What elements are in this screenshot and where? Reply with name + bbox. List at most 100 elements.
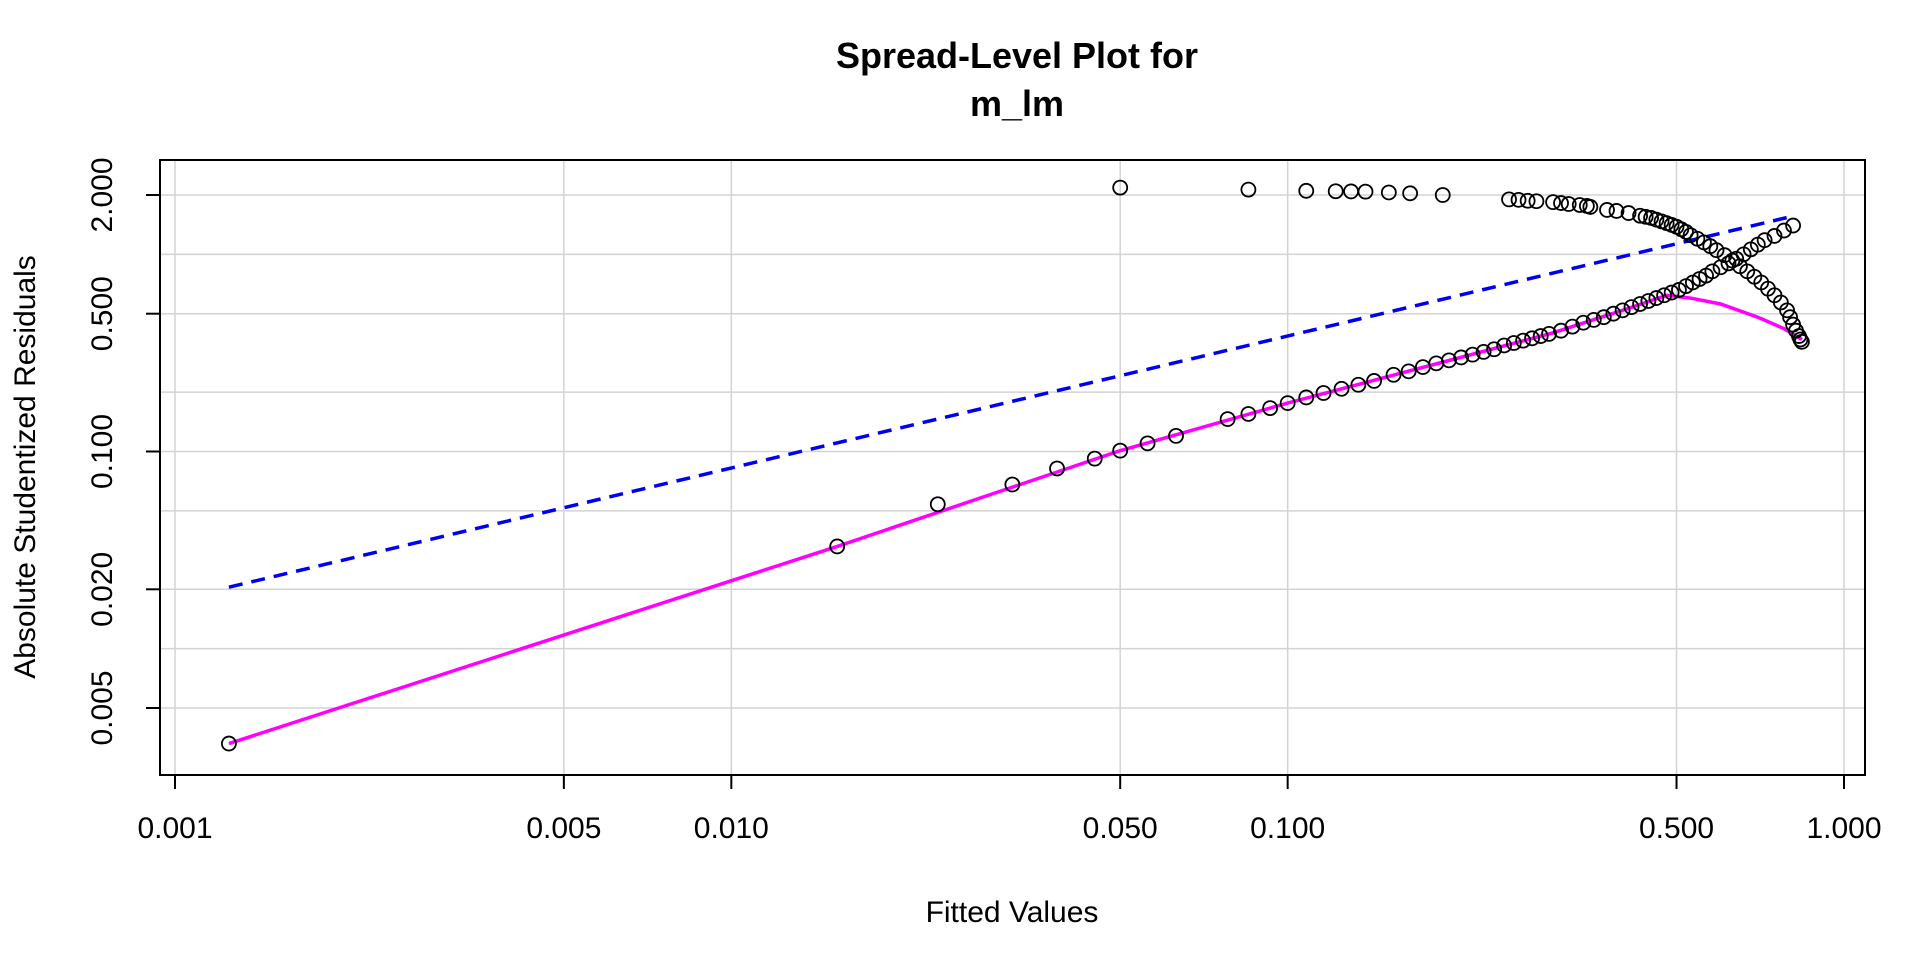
data-point [1240,181,1257,198]
x-tick-label: 0.001 [137,812,212,845]
data-point [1620,205,1637,221]
y-tick-label: 2.000 [86,157,119,232]
data-point [1112,179,1129,196]
data-point [1400,363,1417,380]
data-point [1632,207,1648,224]
data-point [1756,232,1773,249]
data-point [1779,302,1795,319]
chart-title: Spread-Level Plot for [836,35,1198,76]
data-point [1298,389,1315,406]
data-point [1776,222,1792,239]
data-point [1678,223,1694,240]
data-point [1049,460,1065,477]
x-tick-label: 0.500 [1639,812,1714,845]
data-point [1519,192,1536,209]
data-point [1464,346,1481,363]
data-point [1350,376,1367,393]
data-point [1663,284,1680,301]
data-point [1785,217,1801,234]
data-point [1501,191,1517,208]
data-point [1168,427,1184,444]
data-point [1648,290,1665,306]
data-point [1333,380,1350,397]
data-point [1402,185,1419,202]
data-point [1564,318,1581,335]
data-point [1496,337,1513,354]
data-point [1782,309,1798,326]
y-tick-label: 0.005 [86,670,119,745]
data-point [1327,183,1344,200]
magenta-smooth-line [228,293,1803,746]
data-point [1632,296,1648,312]
data-point [1357,183,1374,200]
y-tick-label: 0.100 [86,414,119,489]
data-point [1605,305,1622,322]
data-points [221,179,1810,752]
data-point [1453,349,1470,366]
data-point [1792,331,1809,348]
data-point [1571,197,1588,213]
data-point [1528,193,1545,210]
grid-lines [160,160,1865,775]
data-point [1298,182,1315,199]
data-point [1637,208,1654,225]
data-point [1219,411,1236,427]
data-point [1486,341,1503,358]
data-point [1708,242,1725,259]
data-point [1524,330,1540,347]
data-point [1366,373,1382,389]
data-point [1716,247,1733,264]
y-tick-label: 0.020 [86,552,119,627]
data-point [1545,194,1562,211]
data-point [1585,312,1602,328]
data-point [1262,400,1279,417]
data-point [1793,333,1810,350]
data-point [1532,328,1549,344]
chart-subtitle: m_lm [970,83,1064,124]
data-point [1385,366,1402,383]
data-point [1315,385,1332,401]
data-point [1441,352,1457,369]
y-tick-label: 0.500 [86,276,119,351]
data-point [1640,293,1657,309]
x-tick-label: 0.100 [1250,812,1325,845]
data-point [1575,314,1592,331]
data-point [1139,435,1156,452]
data-point [1599,202,1615,218]
x-tick-label: 0.010 [694,812,769,845]
x-axis-title: Fitted Values [926,896,1099,929]
data-point [1279,395,1296,411]
data-point [1434,187,1451,203]
data-point [1614,302,1631,319]
x-tick-label: 0.050 [1083,812,1158,845]
data-point [1704,263,1721,280]
data-point [1766,228,1783,244]
data-point [929,496,946,513]
data-point [1510,191,1527,208]
data-point [1515,332,1532,349]
data-point [1004,476,1021,493]
x-tick-label: 0.005 [526,812,601,845]
data-point [1475,344,1492,360]
data-point [1656,287,1673,304]
dashed-blue-fit-line [228,215,1791,589]
data-point [1623,299,1640,316]
x-tick-label: 1.000 [1806,812,1881,845]
data-point [1240,406,1257,422]
data-point [1343,183,1359,200]
data-point [1595,309,1612,326]
x-axis: 0.001 0.005 0.010 0.050 0.100 0.500 1.000 [137,774,1882,845]
data-point [1380,184,1397,201]
data-point [1582,199,1599,215]
data-point [1505,335,1522,351]
data-point [1112,442,1129,459]
data-point [1553,322,1569,339]
data-point [1608,203,1625,219]
y-axis-title: Absolute Studentized Residuals [9,255,42,679]
y-axis: 0.005 0.020 0.100 0.500 2.000 [86,157,160,746]
data-point [1541,325,1557,342]
data-point [1720,255,1737,272]
data-point [829,538,846,555]
data-point [1086,450,1103,467]
